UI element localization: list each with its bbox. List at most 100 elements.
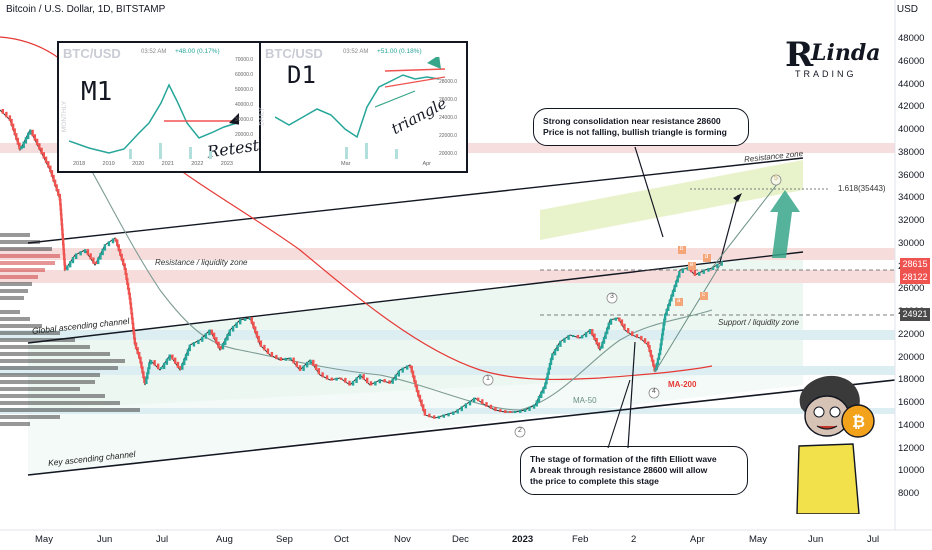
- candle: [693, 270, 697, 276]
- candle: [650, 354, 654, 362]
- candle: [22, 141, 25, 149]
- candle: [40, 147, 43, 155]
- wave-label-1: 1: [486, 375, 490, 382]
- candle: [509, 411, 512, 413]
- candle: [442, 414, 445, 418]
- candle: [647, 341, 650, 348]
- candle: [665, 308, 668, 316]
- inset-daily-y-4: 20000.0: [439, 151, 458, 157]
- candle: [670, 294, 673, 302]
- candle: [127, 287, 131, 295]
- candle: [179, 365, 182, 370]
- candle: [71, 257, 75, 264]
- candle: [89, 253, 92, 260]
- price-axis-label: 18000: [898, 374, 925, 386]
- candle: [378, 379, 382, 384]
- candle: [428, 413, 431, 418]
- candle: [456, 409, 459, 414]
- candle: [391, 378, 394, 384]
- candle: [292, 357, 295, 364]
- candle: [217, 341, 220, 349]
- candle: [362, 374, 365, 380]
- inset-monthly-side: MONTHLY: [61, 100, 69, 133]
- candle: [563, 337, 566, 343]
- candle: [231, 325, 235, 332]
- candle: [548, 363, 552, 370]
- candle: [604, 332, 607, 339]
- candle: [464, 403, 468, 409]
- candle: [542, 387, 545, 394]
- candle: [145, 377, 148, 385]
- time-axis-label: Jun: [97, 534, 113, 545]
- candle: [176, 361, 180, 368]
- candle: [623, 323, 626, 331]
- candle: [658, 348, 662, 356]
- price-axis-label: 36000: [898, 169, 925, 181]
- candle: [142, 371, 145, 379]
- candle: [494, 406, 497, 412]
- price-axis-label: 16000: [898, 397, 925, 408]
- candle: [183, 358, 186, 366]
- candle: [62, 248, 66, 256]
- candle: [681, 268, 685, 274]
- inset-monthly-x-1: 2019: [102, 161, 115, 167]
- candle: [168, 354, 171, 361]
- candle: [413, 375, 416, 383]
- candle: [103, 244, 107, 251]
- candle: [188, 344, 191, 352]
- inset-monthly-x-0: 2018: [73, 161, 86, 167]
- inset-monthly-x-3: 2021: [161, 161, 174, 167]
- price-axis-label: 22000: [898, 328, 925, 340]
- candle: [130, 312, 134, 320]
- candle: [11, 123, 15, 131]
- candle: [559, 340, 562, 347]
- price-axis-label: 34000: [898, 192, 925, 204]
- candle: [116, 239, 119, 247]
- candle: [66, 265, 69, 271]
- resistance-zone-fill: [540, 160, 803, 240]
- sub-label-e: e: [690, 262, 694, 268]
- time-axis-label: Nov: [394, 534, 411, 545]
- candle: [107, 241, 111, 247]
- candle: [226, 334, 229, 341]
- time-axis-label: 2: [631, 534, 637, 545]
- candle: [383, 379, 386, 383]
- candle: [61, 233, 65, 241]
- candle: [618, 317, 621, 322]
- candle: [42, 152, 46, 159]
- candle: [437, 415, 441, 419]
- candle: [686, 267, 689, 271]
- inset-monthly-label: M1: [81, 77, 113, 107]
- candle: [433, 415, 436, 419]
- candle: [657, 353, 661, 361]
- candle: [184, 353, 188, 361]
- candle: [59, 203, 62, 211]
- inset-monthly-xaxis: 2018 2019 2020 2021 2022 2023: [73, 161, 233, 167]
- candle: [532, 404, 536, 409]
- candle: [576, 334, 580, 339]
- label-support-liquidity: Support / liquidity zone: [718, 318, 799, 327]
- candle: [597, 342, 601, 349]
- price-tag-second: 28122: [900, 271, 930, 284]
- time-axis-label: May: [35, 534, 53, 545]
- candle: [648, 345, 651, 352]
- label-ma200: MA-200: [668, 380, 697, 389]
- candle: [593, 333, 596, 340]
- candle: [678, 271, 681, 278]
- candle: [662, 323, 665, 331]
- candle: [317, 368, 321, 375]
- candle: [312, 359, 315, 366]
- bottom-band: [0, 408, 895, 414]
- time-axis-label: Jul: [867, 534, 880, 545]
- candle: [133, 332, 136, 340]
- candle: [643, 338, 647, 344]
- price-axis-label: 48000: [898, 33, 925, 44]
- candle: [655, 362, 659, 370]
- inset-monthly-ticker: BTC/USD: [63, 46, 121, 61]
- candle: [255, 331, 259, 338]
- candle: [270, 351, 274, 357]
- candle: [24, 137, 28, 144]
- candle: [279, 357, 283, 361]
- candle: [79, 251, 82, 256]
- candle: [50, 170, 54, 177]
